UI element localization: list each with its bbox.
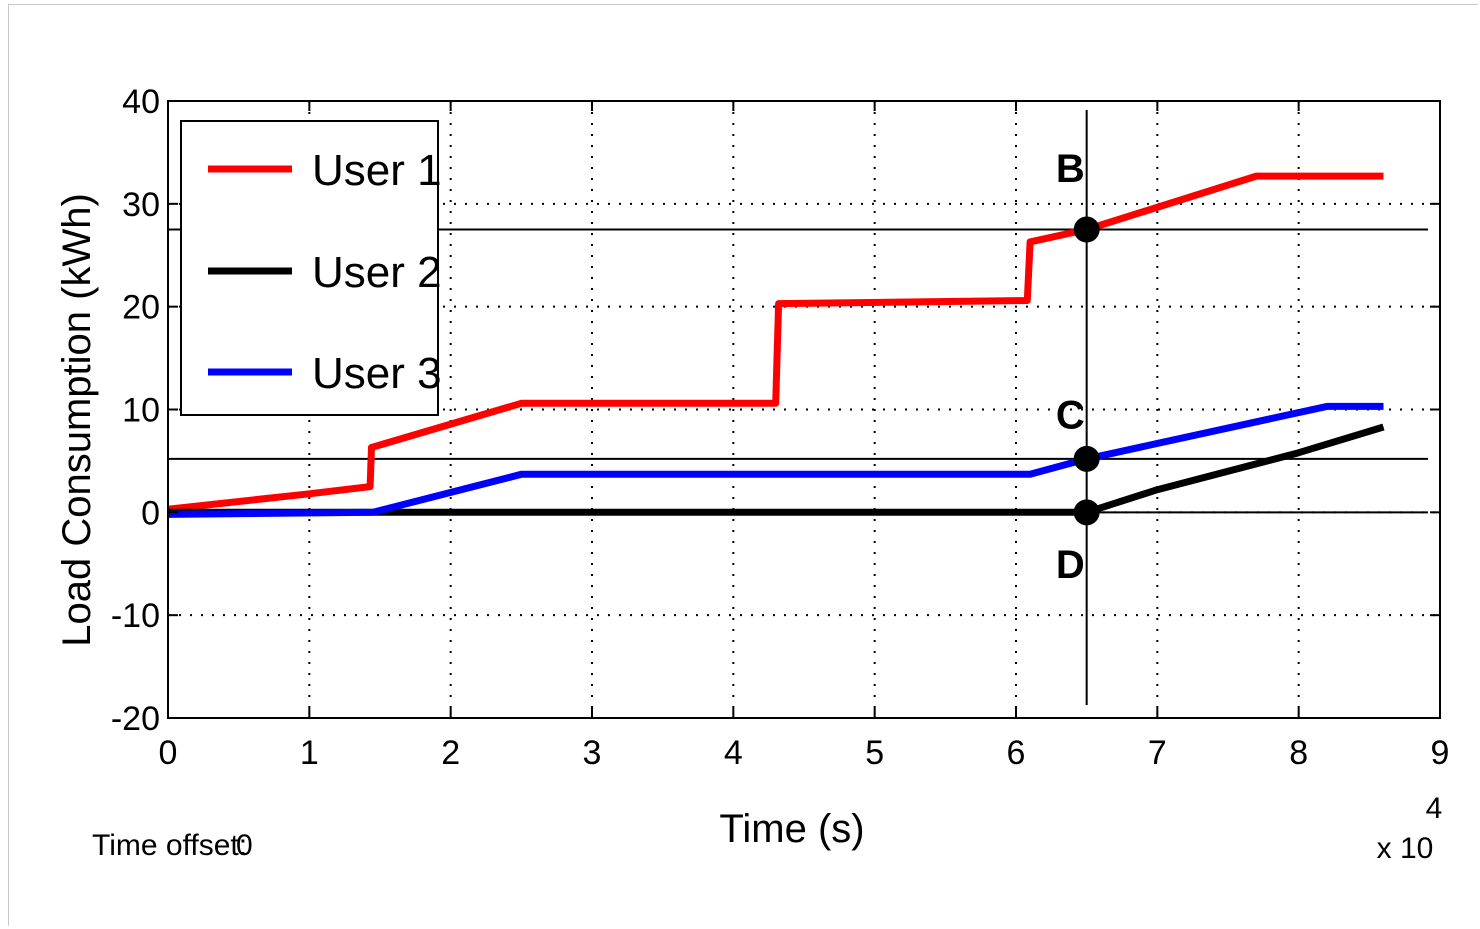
y-tick-label: 0 [141,494,160,532]
legend-label-2: User 2 [312,248,442,297]
legend: User 1 User 2 User 3 [180,120,442,416]
x-tick-label: 8 [1289,734,1308,772]
x-tick-label: 1 [300,734,319,772]
series-line-1 [167,172,1384,513]
x-tick-label: 0 [159,734,178,772]
annotation-label-c: C [1056,394,1085,438]
series-line-3 [167,402,1384,518]
annotation-label-d: D [1056,543,1085,587]
series-line-2 [168,423,1385,516]
x-multiplier-exponent: 4 [1426,792,1443,825]
time-offset-value: 0 [236,829,253,862]
x-tick-label: 9 [1431,734,1450,772]
y-tick-label: 10 [122,392,160,430]
y-tick-label: 40 [122,83,160,121]
y-tick-label: 20 [122,289,160,327]
axis-ticks: 0 1 2 3 4 5 6 7 8 9 -20 -10 0 10 20 30 40 [111,83,1450,772]
x-multiplier: x 10 [1377,832,1434,865]
y-axis-title: Load Consumption (kWh) [55,193,99,647]
x-tick-label: 6 [1007,734,1026,772]
x-tick-label: 3 [583,734,602,772]
legend-label-1: User 1 [312,146,442,195]
annotation-point-d [1073,499,1100,526]
figure-frame [8,4,1478,926]
annotation-point-c [1073,445,1100,472]
y-tick-label: 30 [122,186,160,224]
x-tick-label: 5 [865,734,884,772]
annotation-markers: B C D [1056,147,1100,587]
x-tick-label: 4 [724,734,743,772]
x-tick-label: 2 [441,734,460,772]
legend-label-3: User 3 [312,349,442,398]
annotation-label-b: B [1056,147,1085,191]
y-tick-label: -10 [111,597,160,635]
y-tick-label: -20 [111,700,160,738]
time-offset-label: Time offset: [92,829,247,862]
x-axis-title: Time (s) [719,807,864,851]
series-group [167,172,1385,518]
annotation-point-b [1073,216,1100,243]
x-tick-label: 7 [1148,734,1167,772]
